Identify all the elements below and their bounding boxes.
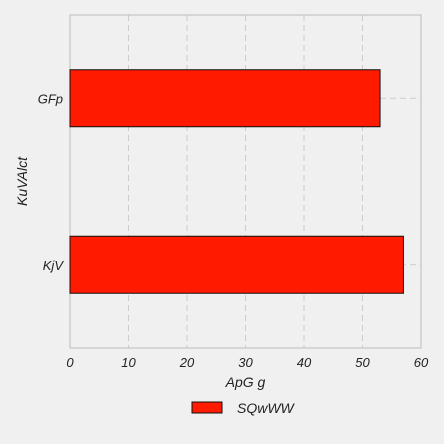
legend-swatch	[191, 401, 223, 414]
y-tick-labels: GFp KjV	[38, 91, 65, 273]
legend-label: SQwWW	[237, 400, 296, 416]
y-tick-label: GFp	[38, 91, 63, 106]
grid	[69, 15, 422, 348]
bar-kjv	[69, 235, 404, 294]
bars	[69, 69, 404, 294]
x-tick-label: 20	[179, 355, 195, 370]
plot-frame	[69, 14, 422, 349]
bar-gfp	[69, 69, 381, 128]
x-tick-label: 40	[297, 355, 312, 370]
y-tick-label: KjV	[43, 258, 65, 273]
x-tick-label: 60	[414, 355, 429, 370]
x-tick-label: 50	[355, 355, 370, 370]
legend: SQwWW	[191, 400, 296, 416]
x-tick-label: 30	[238, 355, 253, 370]
y-axis-label: KuVAlct	[14, 156, 30, 206]
x-axis-label: ApG g	[225, 374, 266, 390]
x-tick-label: 0	[66, 355, 74, 370]
x-tick-label: 10	[121, 355, 136, 370]
x-tick-labels: 0 10 20 30 40 50 60	[66, 355, 429, 370]
